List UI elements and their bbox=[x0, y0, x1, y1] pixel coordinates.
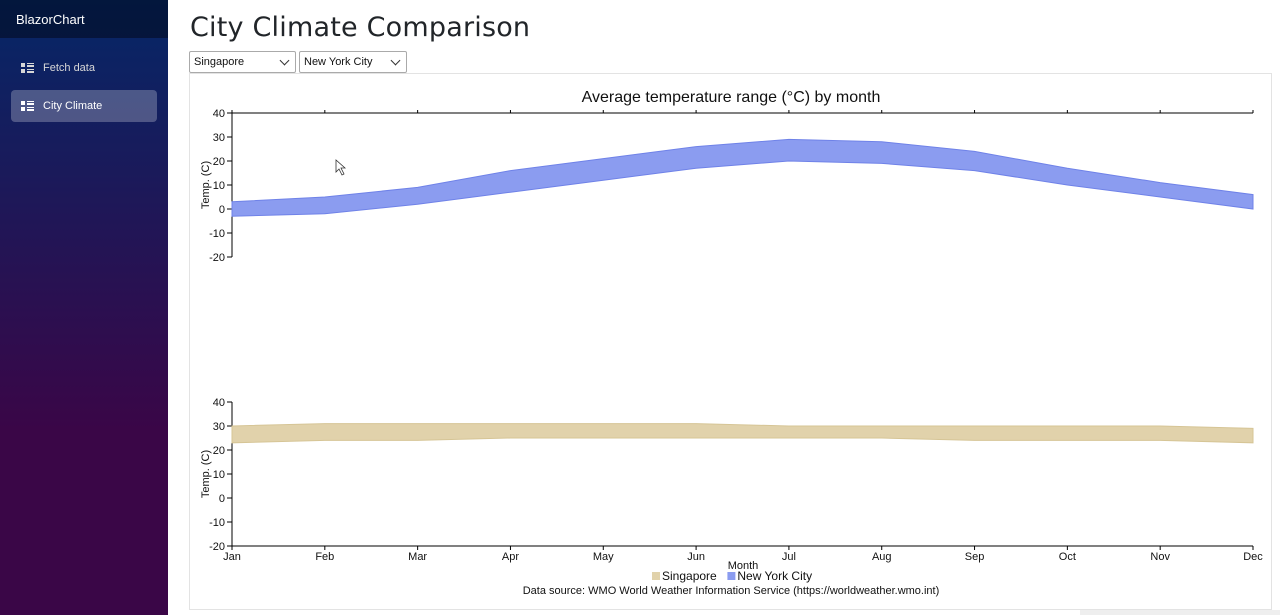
city-select-2[interactable]: New York City bbox=[299, 51, 407, 73]
chevron-down-icon bbox=[279, 55, 290, 66]
y-tick-label: 30 bbox=[213, 421, 225, 433]
y-tick-label: 20 bbox=[213, 445, 225, 457]
y-tick-label: -10 bbox=[209, 517, 225, 529]
y-tick-label: 0 bbox=[219, 204, 225, 216]
x-tick-label: Dec bbox=[1243, 551, 1263, 563]
brand-bar: BlazorChart bbox=[0, 0, 168, 38]
list-rich-icon bbox=[21, 100, 34, 112]
x-tick-label: Apr bbox=[502, 551, 519, 563]
climate-chart: Average temperature range (°C) by month 4… bbox=[200, 89, 1263, 597]
chart-container: Average temperature range (°C) by month 4… bbox=[189, 73, 1272, 610]
x-tick-label: Feb bbox=[315, 551, 334, 563]
city-select-1-value: Singapore bbox=[194, 56, 245, 68]
chart-title: Average temperature range (°C) by month bbox=[582, 89, 881, 106]
main-content: City Climate Comparison Singapore New Yo… bbox=[168, 0, 1280, 615]
y-tick-label: 10 bbox=[213, 180, 225, 192]
brand-title[interactable]: BlazorChart bbox=[16, 11, 85, 27]
y-tick-label: -20 bbox=[209, 541, 225, 553]
city-select-2-value: New York City bbox=[304, 56, 373, 68]
series-band-new-york-city bbox=[231, 138, 1254, 217]
page-title: City Climate Comparison bbox=[190, 12, 531, 43]
y-tick-label: 40 bbox=[213, 108, 225, 120]
x-tick-label: Jan bbox=[223, 551, 241, 563]
legend-entry: New York City bbox=[737, 569, 812, 583]
y-tick-label: 10 bbox=[213, 469, 225, 481]
y-axis-label: Temp. (C) bbox=[200, 450, 212, 498]
series-band-singapore bbox=[231, 423, 1254, 444]
x-tick-label: Sep bbox=[965, 551, 985, 563]
y-tick-label: -20 bbox=[209, 252, 225, 264]
y-tick-label: 20 bbox=[213, 156, 225, 168]
mouse-cursor-icon bbox=[335, 159, 347, 176]
list-rich-icon bbox=[21, 62, 34, 74]
x-axis-label: Month bbox=[728, 560, 759, 572]
nav-menu: Fetch data City Climate bbox=[0, 38, 168, 122]
x-tick-label: Jun bbox=[687, 551, 705, 563]
x-tick-label: May bbox=[593, 551, 614, 563]
y-axis-label: Temp. (C) bbox=[200, 161, 212, 209]
x-tick-label: Oct bbox=[1059, 551, 1076, 563]
sidebar: BlazorChart Fetch data City Cli bbox=[0, 0, 168, 615]
sidebar-item-city-climate[interactable]: City Climate bbox=[11, 90, 157, 122]
x-tick-label: Aug bbox=[872, 551, 892, 563]
x-tick-label: Jul bbox=[782, 551, 796, 563]
legend-entry: Singapore bbox=[662, 569, 717, 583]
legend-swatch bbox=[727, 572, 736, 580]
y-tick-label: 40 bbox=[213, 397, 225, 409]
sidebar-item-label: City Climate bbox=[43, 100, 103, 112]
legend-swatch bbox=[652, 572, 660, 580]
y-tick-label: -10 bbox=[209, 228, 225, 240]
sidebar-item-fetch-data[interactable]: Fetch data bbox=[11, 52, 157, 84]
x-tick-label: Nov bbox=[1150, 551, 1170, 563]
bottom-strip bbox=[1080, 610, 1280, 615]
data-source-note: Data source: WMO World Weather Informati… bbox=[523, 585, 940, 597]
y-tick-label: 0 bbox=[219, 493, 225, 505]
sidebar-item-label: Fetch data bbox=[43, 62, 95, 74]
y-tick-label: 30 bbox=[213, 132, 225, 144]
city-select-1[interactable]: Singapore bbox=[189, 51, 296, 73]
x-tick-label: Mar bbox=[408, 551, 427, 563]
chevron-down-icon bbox=[390, 55, 401, 66]
